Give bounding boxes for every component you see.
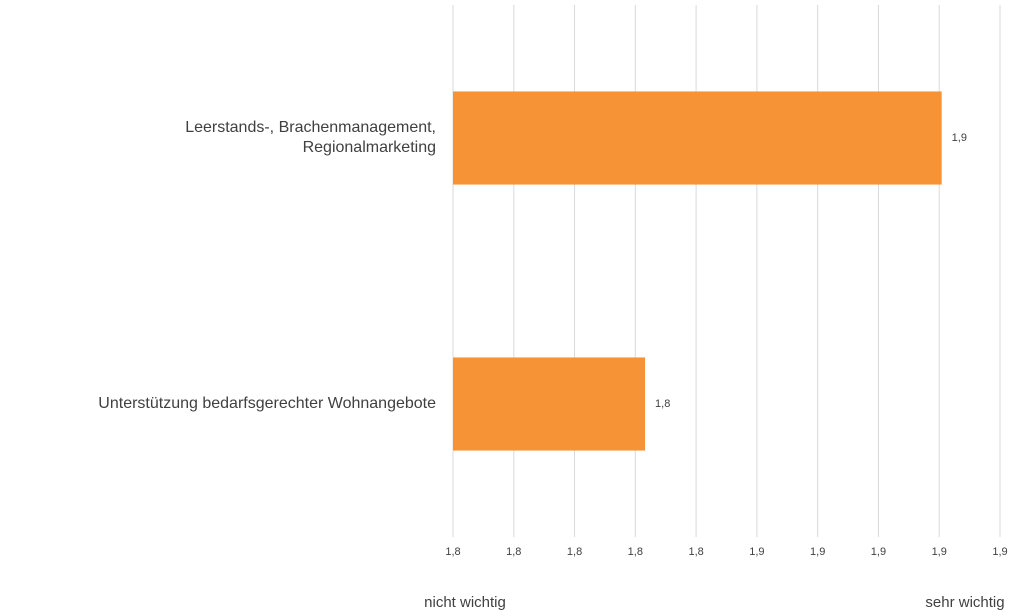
y-tick-label: Unterstützung bedarfsgerechter Wohnangeb… <box>98 395 436 412</box>
x-tick-label: 1,9 <box>871 546 886 558</box>
x-tick-label: 1,9 <box>932 546 947 558</box>
axis-label-left: nicht wichtig <box>424 594 506 611</box>
x-tick-label: 1,9 <box>749 546 764 558</box>
bar <box>453 357 646 451</box>
x-tick-label: 1,9 <box>992 546 1007 558</box>
x-tick-label: 1,8 <box>628 546 643 558</box>
y-tick-label: Regionalmarketing <box>303 139 436 156</box>
x-tick-label: 1,8 <box>506 546 521 558</box>
value-label: 1,8 <box>655 398 670 410</box>
bar <box>453 91 942 185</box>
value-label: 1,9 <box>952 132 967 144</box>
x-tick-label: 1,9 <box>810 546 825 558</box>
x-tick-label: 1,8 <box>567 546 582 558</box>
axis-label-right: sehr wichtig <box>925 594 1004 611</box>
y-tick-label: Leerstands-, Brachenmanagement, <box>185 119 436 136</box>
x-tick-label: 1,8 <box>445 546 460 558</box>
x-tick-label: 1,8 <box>688 546 703 558</box>
